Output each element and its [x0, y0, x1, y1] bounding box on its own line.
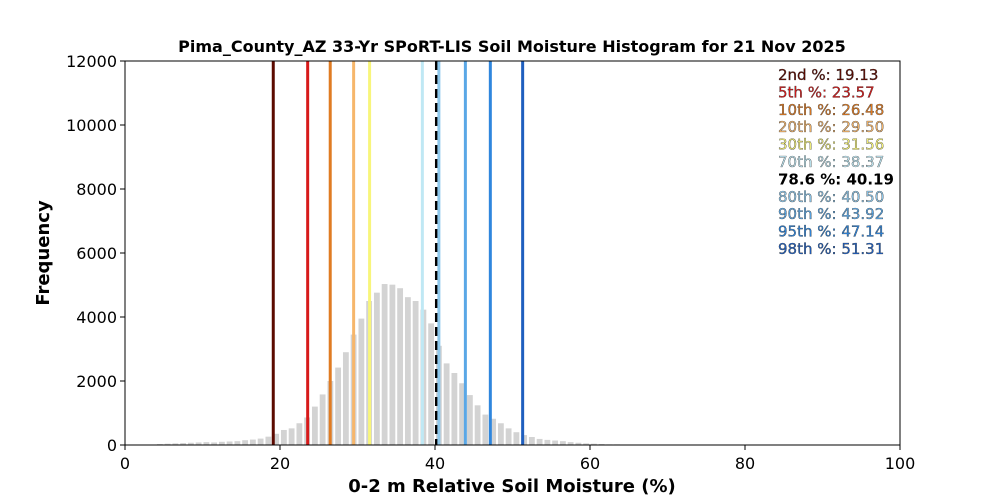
percentile-label: 98th %: 51.31 [778, 240, 884, 258]
histogram-bar [552, 440, 559, 445]
histogram-bar [187, 442, 194, 445]
histogram-bar [559, 441, 566, 445]
histogram-bar [180, 443, 187, 445]
percentile-label: 5th %: 23.57 [778, 83, 875, 101]
y-tick-label: 4000 [76, 308, 117, 327]
histogram-bar [583, 443, 590, 445]
x-axis-ticks: 0 20 40 60 80 100 [120, 445, 915, 473]
histogram-bar [296, 423, 303, 445]
x-tick-label: 40 [425, 454, 445, 473]
histogram-bar [575, 442, 582, 445]
histogram-bar [459, 383, 466, 445]
x-tick-label: 20 [270, 454, 290, 473]
x-tick-label: 80 [735, 454, 755, 473]
histogram-bar [482, 414, 489, 445]
histogram-bar [257, 438, 264, 445]
x-tick-label: 60 [580, 454, 600, 473]
histogram-bar [505, 428, 512, 445]
histogram-bar [249, 439, 256, 445]
percentile-lines [271, 61, 525, 445]
histogram-bar [536, 438, 543, 445]
histogram-bar [358, 318, 365, 445]
histogram-bar [590, 443, 597, 445]
histogram-bar [513, 432, 520, 445]
histogram-bar [164, 443, 171, 445]
y-tick-label: 12000 [66, 52, 117, 71]
chart-title: Pima_County_AZ 33-Yr SPoRT-LIS Soil Mois… [178, 37, 846, 56]
histogram-bar [397, 288, 404, 445]
percentile-label: 20th %: 29.50 [778, 118, 884, 136]
histogram-bar [273, 433, 280, 445]
x-axis-title: 0-2 m Relative Soil Moisture (%) [348, 476, 676, 497]
y-axis-ticks: 0 2000 4000 6000 8000 10000 12000 [66, 52, 125, 455]
percentile-label: 78.6 %: 40.19 [778, 170, 894, 188]
histogram-bar [373, 292, 380, 445]
histogram-bar [226, 441, 233, 445]
percentile-label: 2nd %: 19.13 [778, 66, 878, 84]
histogram-bar [381, 284, 388, 445]
histogram-bar [567, 442, 574, 445]
histogram-bar [203, 442, 210, 445]
histogram-bar [195, 442, 202, 445]
histogram-bar [404, 297, 411, 445]
histogram-bar [451, 373, 458, 445]
histogram-bar [544, 439, 551, 445]
percentile-label: 90th %: 43.92 [778, 205, 884, 223]
histogram-bar [497, 423, 504, 445]
y-tick-label: 6000 [76, 244, 117, 263]
histogram-bar [319, 394, 326, 445]
y-tick-label: 2000 [76, 372, 117, 391]
histogram-bar [490, 418, 497, 445]
percentile-label: 10th %: 26.48 [778, 101, 884, 119]
histogram-bar [234, 441, 241, 445]
histogram-bar [288, 428, 295, 445]
y-tick-label: 8000 [76, 180, 117, 199]
histogram-bar [466, 395, 473, 445]
histogram-bar [311, 406, 318, 445]
histogram-bar [265, 436, 272, 445]
y-axis-title: Frequency [33, 200, 54, 306]
x-tick-label: 0 [120, 454, 130, 473]
histogram-bar [474, 405, 481, 445]
histogram-bar [443, 363, 450, 445]
histogram-bar [172, 443, 179, 445]
histogram-bar [389, 284, 396, 445]
histogram-bar [342, 352, 349, 445]
histogram-bar [428, 323, 435, 445]
y-tick-label: 10000 [66, 116, 117, 135]
y-tick-label: 0 [107, 436, 117, 455]
histogram-bar [280, 429, 287, 445]
histogram-bar [335, 367, 342, 445]
histogram-bar [528, 437, 535, 445]
histogram-bars [156, 284, 636, 445]
percentile-label: 95th %: 47.14 [778, 223, 884, 241]
histogram-bar [218, 441, 225, 445]
percentile-label: 80th %: 40.50 [778, 188, 884, 206]
x-tick-label: 100 [885, 454, 916, 473]
histogram-bar [412, 301, 419, 445]
percentile-label: 70th %: 38.37 [778, 153, 884, 171]
histogram-bar [242, 440, 249, 445]
percentile-label: 30th %: 31.56 [778, 136, 884, 154]
histogram-bar [211, 442, 218, 445]
